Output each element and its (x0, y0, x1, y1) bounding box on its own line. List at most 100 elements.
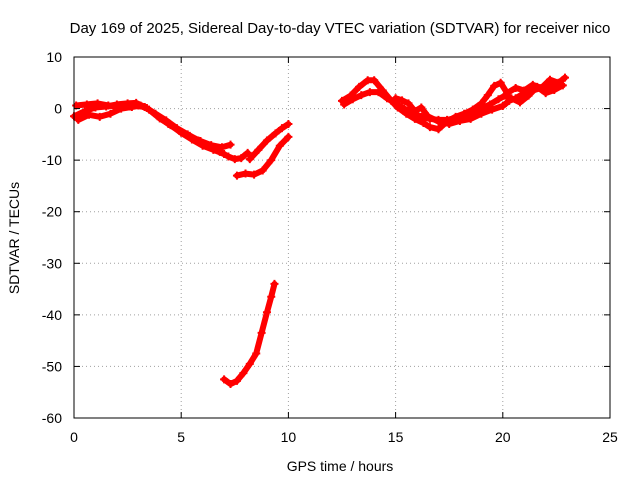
data-point (365, 88, 374, 97)
data-point (136, 101, 145, 110)
data-point (74, 115, 83, 124)
x-tick-label: 25 (602, 429, 618, 445)
y-tick-label: 0 (54, 101, 62, 117)
data-point (496, 78, 505, 87)
data-point (267, 156, 276, 165)
data-point (267, 292, 276, 301)
data-point (468, 107, 477, 116)
data-point (93, 99, 102, 108)
data-point (500, 91, 509, 100)
data-point (217, 143, 226, 152)
data-point (404, 99, 413, 108)
data-point (340, 100, 349, 109)
data-point (445, 120, 454, 129)
data-point (410, 107, 419, 116)
data-point (95, 112, 104, 121)
data-point (348, 95, 357, 104)
data-point (355, 82, 364, 91)
y-tick-label: -20 (42, 204, 62, 220)
data-point (237, 154, 246, 163)
data-point (511, 94, 520, 103)
x-tick-label: 0 (70, 429, 78, 445)
chart-title: Day 169 of 2025, Sidereal Day-to-day VTE… (70, 20, 611, 37)
data-point (245, 155, 254, 164)
data-point (250, 170, 259, 179)
data-point (239, 369, 248, 378)
data-point (198, 141, 207, 150)
data-point (284, 132, 293, 141)
y-tick-label: -40 (42, 307, 62, 323)
data-point (262, 136, 271, 145)
grid-lines (74, 57, 610, 418)
data-point (511, 83, 520, 92)
x-tick-label: 20 (495, 429, 511, 445)
x-tick-label: 15 (388, 429, 404, 445)
data-point (466, 114, 475, 123)
data-point (104, 101, 113, 110)
data-point (166, 121, 175, 130)
data-point (370, 76, 379, 85)
data-point (106, 109, 115, 118)
data-point (232, 376, 241, 385)
data-point (488, 105, 497, 114)
y-axis-label: SDTVAR / TECUs (6, 182, 22, 294)
data-point (220, 375, 229, 384)
y-tick-label: -50 (42, 358, 62, 374)
data-point (145, 105, 154, 114)
data-point (515, 98, 524, 107)
data-point (391, 94, 400, 103)
data-point (262, 308, 271, 317)
data-point (254, 145, 263, 154)
data-point (483, 91, 492, 100)
data-point (477, 109, 486, 118)
data-point (232, 171, 241, 180)
data-point (252, 349, 261, 358)
data-point (498, 101, 507, 110)
data-point (455, 116, 464, 125)
data-point (127, 103, 136, 112)
data-point (209, 145, 218, 154)
data-point (554, 79, 563, 88)
data-point (425, 123, 434, 132)
data-point (284, 120, 293, 129)
data-point (545, 81, 554, 90)
plot-frame (73, 56, 611, 419)
axis-ticks: 0 5 10 15 20 25 10 0 -10 -20 -30 -40 -50 -60 (42, 49, 618, 445)
data-point (434, 117, 443, 126)
data-point (400, 104, 409, 113)
data-point (560, 73, 569, 82)
data-point (220, 149, 229, 158)
data-point (277, 124, 286, 133)
data-point (177, 128, 186, 137)
data-point (537, 83, 546, 92)
y-tick-label: -30 (42, 255, 62, 271)
data-point (434, 125, 443, 134)
data-point (241, 169, 250, 178)
data-point (490, 81, 499, 90)
data-point (357, 91, 366, 100)
x-tick-label: 10 (281, 429, 297, 445)
data-point (257, 328, 266, 337)
data-point (82, 100, 91, 109)
data-point (494, 95, 503, 104)
data-point (258, 166, 267, 175)
data-point (374, 88, 383, 97)
data-point (271, 129, 280, 138)
data-point (383, 94, 392, 103)
data-point (505, 96, 514, 105)
data-point (155, 114, 164, 123)
data-point (398, 96, 407, 105)
data-point (85, 110, 94, 119)
series-line-arc-f (221, 280, 278, 387)
data-point (245, 359, 254, 368)
data-point (230, 155, 239, 164)
data-point (243, 148, 252, 157)
data-point (226, 140, 235, 149)
data-point (423, 112, 432, 121)
data-point (187, 135, 196, 144)
x-tick-label: 5 (177, 429, 185, 445)
data-point (275, 141, 284, 150)
data-point (417, 103, 426, 112)
series-group (70, 73, 569, 388)
